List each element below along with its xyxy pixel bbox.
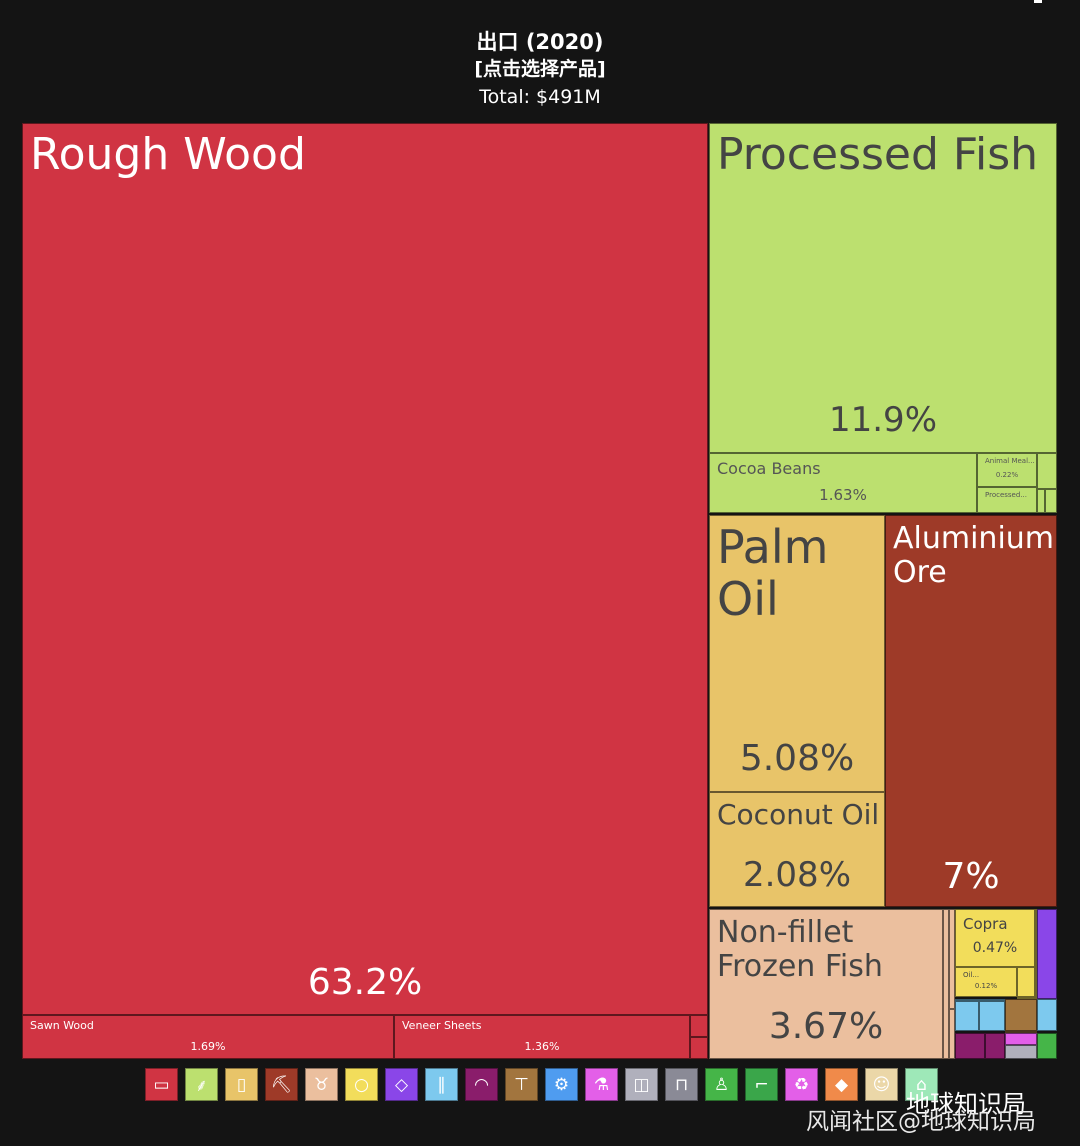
- easel-icon[interactable]: ⊓: [665, 1068, 698, 1101]
- tile-minor-product[interactable]: [955, 999, 1005, 1001]
- tile-label: Oil...: [963, 971, 980, 979]
- wheat-icon[interactable]: ⸙: [185, 1068, 218, 1101]
- watermark-brand: 地球知识局: [906, 1090, 1026, 1118]
- tile-minor-product[interactable]: [955, 1001, 979, 1031]
- tile-minor-product[interactable]: [949, 1009, 955, 1059]
- tile-processed[interactable]: Processed...: [977, 487, 1037, 513]
- tile-label: Aluminium Ore: [893, 521, 1055, 590]
- tile-label: Animal Meal...: [985, 457, 1035, 465]
- tile-minor-product[interactable]: [1037, 453, 1057, 489]
- tile-veneer-sheets[interactable]: Veneer Sheets 1.36%: [394, 1015, 690, 1059]
- tile-label: Coconut Oil: [717, 798, 880, 831]
- fruit-icon[interactable]: ○: [345, 1068, 378, 1101]
- tile-label: Processed Fish: [717, 129, 1039, 180]
- tile-minor-product[interactable]: [1037, 999, 1057, 1031]
- anvil-icon[interactable]: ⊤: [505, 1068, 538, 1101]
- road-icon[interactable]: ∥: [425, 1068, 458, 1101]
- tile-minor-product[interactable]: [1037, 489, 1045, 513]
- tile-minor-product[interactable]: [1017, 997, 1037, 999]
- tile-palm-oil[interactable]: Palm Oil 5.08%: [709, 515, 885, 792]
- cow-icon[interactable]: ♉: [305, 1068, 338, 1101]
- tile-animal-meal[interactable]: Animal Meal... 0.22%: [977, 453, 1037, 487]
- recycle-icon[interactable]: ♻: [785, 1068, 818, 1101]
- misc-icon[interactable]: ⌂: [905, 1068, 938, 1101]
- tile-copra[interactable]: Copra 0.47%: [955, 909, 1035, 967]
- ore-icon[interactable]: ◆: [825, 1068, 858, 1101]
- tile-cocoa-beans[interactable]: Cocoa Beans 1.63%: [709, 453, 977, 513]
- tile-label: Cocoa Beans: [717, 459, 821, 478]
- tile-minor-product[interactable]: [1005, 999, 1037, 1031]
- tile-minor-product[interactable]: [979, 1001, 1005, 1031]
- watermark-credit: 风闻社区@地球知识局: [806, 1109, 1036, 1135]
- tile-minor-product[interactable]: [1045, 489, 1057, 513]
- tile-aluminium-ore[interactable]: Aluminium Ore 7%: [885, 515, 1057, 907]
- tile-label: Palm Oil: [717, 520, 829, 626]
- wechat-icon[interactable]: ☺: [865, 1068, 898, 1101]
- tile-minor-product[interactable]: [985, 1033, 1005, 1059]
- tile-minor-product[interactable]: [1005, 1045, 1037, 1059]
- shirt-icon[interactable]: ♙: [705, 1068, 738, 1101]
- tile-share-label: 63.2%: [307, 962, 423, 1003]
- tile-label: Rough Wood: [30, 129, 306, 180]
- tile-processed-fish[interactable]: Processed Fish 11.9%: [709, 123, 1057, 453]
- pickaxe-icon[interactable]: ⛏: [265, 1068, 298, 1101]
- gauge-icon[interactable]: ◠: [465, 1068, 498, 1101]
- tile-rough-wood[interactable]: Rough Wood 63.2%: [22, 123, 708, 1015]
- tile-share-label: 1.63%: [819, 486, 867, 504]
- tile-minor-product[interactable]: [1017, 967, 1035, 997]
- tile-minor-product[interactable]: [1005, 1033, 1037, 1045]
- chart-total: Total: $491M: [479, 86, 601, 108]
- tile-minor-product[interactable]: [949, 909, 955, 1009]
- tile-minor-product[interactable]: [955, 1033, 985, 1059]
- tile-share-label: 3.67%: [768, 1006, 884, 1047]
- gear-icon[interactable]: ⚙: [545, 1068, 578, 1101]
- tile-label: Non-fillet Frozen Fish: [717, 915, 883, 984]
- corner-mark: [1034, 0, 1042, 3]
- tile-minor-product[interactable]: [1037, 1033, 1057, 1059]
- tile-oil[interactable]: Oil... 0.12%: [955, 967, 1017, 997]
- tile-label: Copra: [963, 915, 1008, 933]
- tile-share-label: 1.36%: [524, 1040, 560, 1053]
- tile-minor-product[interactable]: [1037, 909, 1057, 999]
- tile-minor-product[interactable]: [1035, 909, 1037, 997]
- tile-share-label: 0.22%: [995, 471, 1019, 479]
- tile-minor-product[interactable]: [690, 1015, 708, 1037]
- tile-label: Veneer Sheets: [402, 1019, 482, 1032]
- tile-minor-product[interactable]: [943, 909, 949, 1059]
- tile-share-label: 7%: [942, 856, 1000, 897]
- tile-minor-product[interactable]: [690, 1037, 708, 1059]
- tile-share-label: 2.08%: [742, 855, 851, 895]
- tile-minor-product[interactable]: [1005, 1031, 1037, 1033]
- wood-icon[interactable]: ▭: [145, 1068, 178, 1101]
- bottle-icon[interactable]: ▯: [225, 1068, 258, 1101]
- tile-coconut-oil[interactable]: Coconut Oil 2.08%: [709, 792, 885, 907]
- tile-share-label: 0.47%: [972, 940, 1018, 956]
- tile-share-label: 1.69%: [190, 1040, 226, 1053]
- tile-label: Sawn Wood: [30, 1019, 94, 1032]
- tile-share-label: 0.12%: [974, 982, 998, 990]
- chart-subtitle[interactable]: [点击选择产品]: [474, 58, 606, 80]
- chart-title: 出口 (2020): [476, 30, 604, 54]
- tile-non-fillet-frozen-fish[interactable]: Non-fillet Frozen Fish 3.67%: [709, 909, 943, 1059]
- tile-label: Processed...: [985, 491, 1027, 499]
- tile-share-label: 5.08%: [739, 738, 855, 779]
- flask-icon[interactable]: ⚗: [585, 1068, 618, 1101]
- tile-sawn-wood[interactable]: Sawn Wood 1.69%: [22, 1015, 394, 1059]
- tile-share-label: 11.9%: [828, 400, 937, 440]
- box-icon[interactable]: ◫: [625, 1068, 658, 1101]
- shoe-icon[interactable]: ⌐: [745, 1068, 778, 1101]
- diamond-icon[interactable]: ◇: [385, 1068, 418, 1101]
